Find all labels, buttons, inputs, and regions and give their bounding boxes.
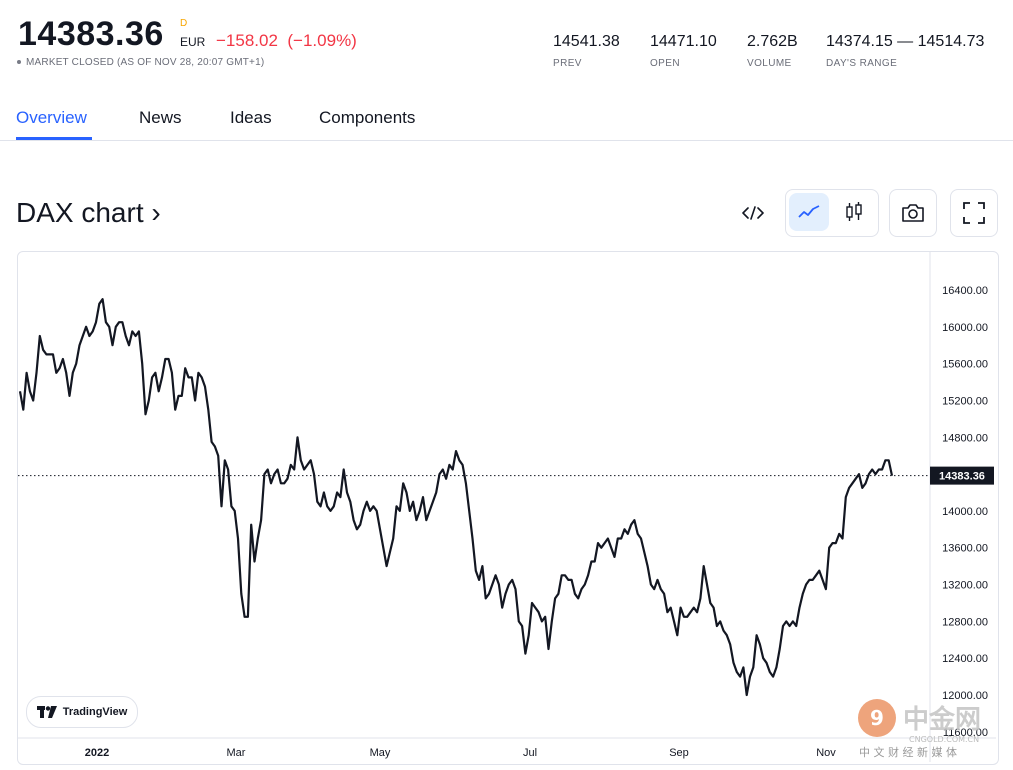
stat-days-range: 14374.15 — 14514.73 DAY'S RANGE	[826, 32, 984, 69]
y-tick-label: 14000.00	[942, 506, 988, 518]
chart-container[interactable]	[17, 251, 999, 765]
tab-overview[interactable]: Overview	[16, 108, 87, 127]
stat-open: 14471.10 OPEN	[650, 32, 717, 69]
price-change: −158.02 (−1.09%)	[216, 31, 357, 51]
watermark-tagline: 中 文 财 经 新 媒 体	[859, 745, 957, 759]
y-tick-label: 16000.00	[942, 322, 988, 334]
tab-divider	[0, 140, 1013, 141]
market-status: MARKET CLOSED (AS OF NOV 28, 20:07 GMT+1…	[17, 57, 264, 68]
y-tick-label: 12000.00	[942, 690, 988, 702]
stat-label: OPEN	[650, 58, 680, 69]
watermark-sub: CNGOLD.COM.CN	[909, 735, 979, 744]
tab-news[interactable]: News	[139, 108, 182, 127]
stat-label: DAY'S RANGE	[826, 58, 898, 69]
watermark-main: 中金网	[903, 704, 981, 735]
stat-volume: 2.762B VOLUME	[747, 32, 798, 69]
y-tick-label: 15600.00	[942, 359, 988, 371]
cngold-logo-icon: 9 中金网 CNGOLD.COM.CN 中 文 财 经 新 媒 体	[858, 699, 981, 759]
last-price-label: 14383.36	[939, 471, 985, 483]
change-percent: (−1.09%)	[287, 31, 357, 50]
x-tick-label: Nov	[816, 747, 836, 759]
embed-button[interactable]	[735, 196, 771, 230]
embed-icon	[742, 206, 764, 220]
active-tab-indicator	[16, 137, 92, 140]
dax-series-line	[18, 298, 894, 697]
market-status-text: MARKET CLOSED (AS OF NOV 28, 20:07 GMT+1…	[26, 57, 265, 68]
chart-style-group	[785, 189, 879, 237]
x-tick-label: Sep	[669, 747, 689, 759]
svg-text:9: 9	[870, 706, 884, 730]
y-tick-label: 13600.00	[942, 543, 988, 555]
tab-components[interactable]: Components	[319, 108, 416, 127]
snapshot-button[interactable]	[889, 189, 937, 237]
line-chart-icon	[798, 205, 820, 218]
y-tick-label: 11600.00	[943, 727, 988, 739]
currency-label: EUR	[180, 35, 206, 49]
camera-icon	[902, 204, 924, 222]
candlestick-button[interactable]	[834, 193, 874, 231]
x-tick-label: Jul	[523, 747, 537, 759]
stat-label: VOLUME	[747, 58, 792, 69]
tradingview-logo[interactable]: TradingView	[26, 696, 138, 728]
y-tick-label: 16400.00	[942, 285, 988, 297]
x-tick-label: 2022	[85, 747, 109, 759]
stat-label: PREV	[553, 58, 582, 69]
cngold-watermark: 9 中金网 CNGOLD.COM.CN 中 文 财 经 新 媒 体	[855, 698, 1005, 762]
x-tick-label: May	[370, 747, 391, 759]
status-dot-icon	[17, 60, 21, 65]
y-tick-label: 13200.00	[942, 580, 988, 592]
y-tick-label: 15200.00	[942, 395, 988, 407]
stat-value: 14471.10	[650, 33, 717, 50]
stat-value: 14374.15 — 14514.73	[826, 33, 985, 50]
line-chart-button[interactable]	[789, 193, 829, 231]
change-absolute: −158.02	[216, 31, 278, 50]
x-tick-label: Mar	[227, 747, 246, 759]
y-tick-label: 12400.00	[942, 653, 988, 665]
last-price-tag	[930, 466, 994, 485]
delayed-badge: D	[180, 18, 188, 29]
tradingview-logo-text: TradingView	[62, 706, 128, 718]
candlestick-icon	[846, 202, 862, 221]
y-tick-label: 12800.00	[942, 616, 988, 628]
stat-prev: 14541.38 PREV	[553, 32, 620, 69]
tradingview-logo-icon	[36, 706, 57, 718]
index-price: 14383.36	[18, 15, 164, 53]
tab-ideas[interactable]: Ideas	[230, 108, 272, 127]
chart-title-link[interactable]: DAX chart ›	[16, 197, 161, 228]
y-tick-label: 14800.00	[942, 432, 988, 444]
fullscreen-icon	[963, 202, 985, 224]
fullscreen-button[interactable]	[950, 189, 998, 237]
stat-value: 2.762B	[747, 33, 798, 50]
stat-value: 14541.38	[553, 33, 620, 50]
